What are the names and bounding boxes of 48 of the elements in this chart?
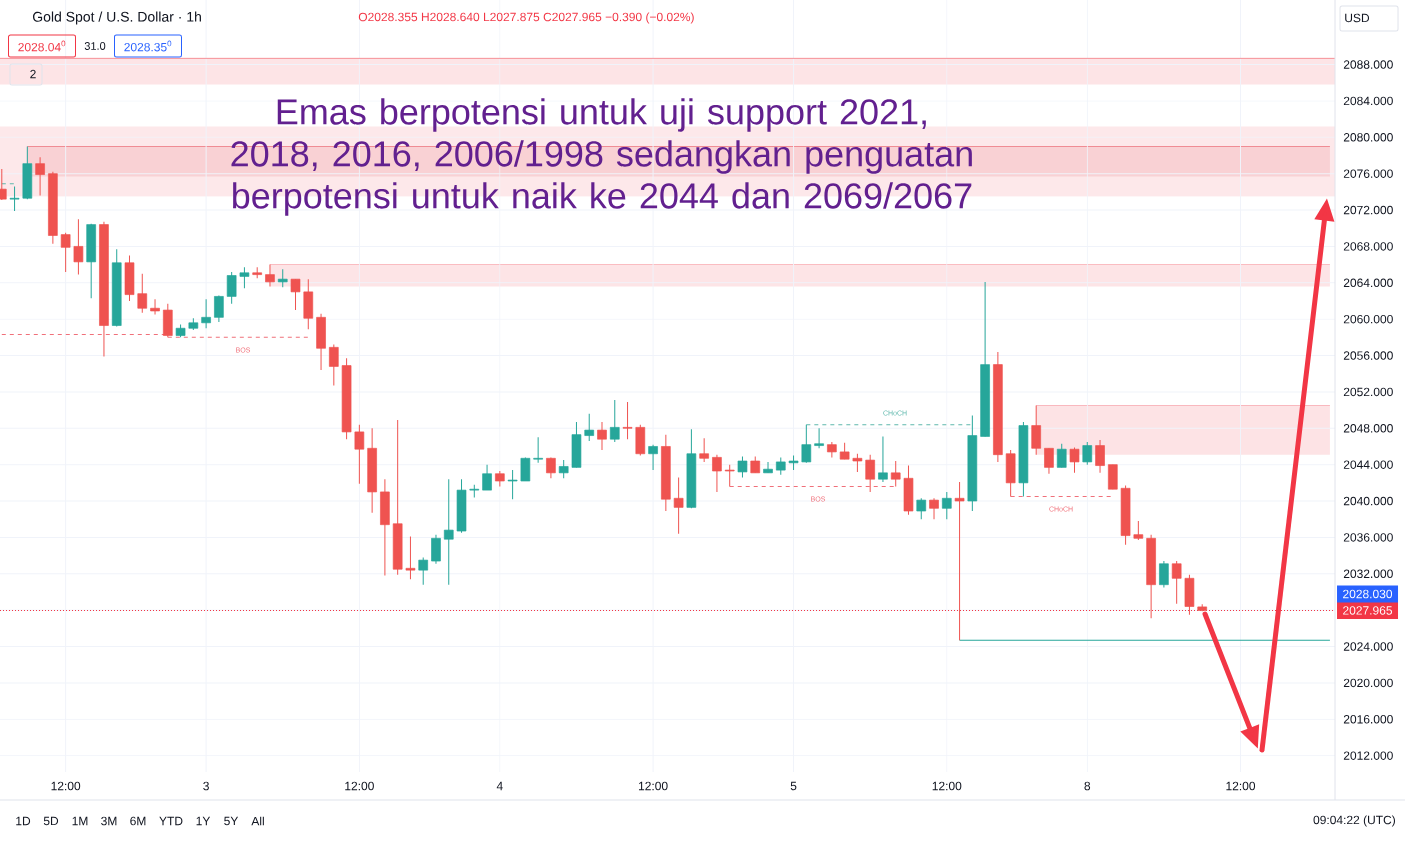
text: 09:04:22 (UTC) xyxy=(1313,815,1395,827)
y-tick-label: 2056.000 xyxy=(1343,351,1393,360)
x-tick-label: 12:00 xyxy=(51,781,81,791)
x-tick-label: 12:00 xyxy=(638,781,668,791)
y-tick-label: 2032.000 xyxy=(1343,569,1393,579)
text: YTD xyxy=(159,816,183,826)
text: USD xyxy=(1345,13,1370,23)
x-tick-label: 12:00 xyxy=(345,781,374,791)
x-tick-label: 8 xyxy=(1084,781,1091,791)
x-tick-label: 5 xyxy=(790,781,797,791)
text: Gold Spot / U.S. Dollar · 1h xyxy=(32,11,201,25)
annotation: 2028.35$^{0}$ xyxy=(124,40,172,52)
text: 6M xyxy=(130,816,146,826)
y-tick-label: 2016.000 xyxy=(1343,715,1393,724)
x-tick-label: 12:00 xyxy=(1226,781,1256,791)
text: 1Y xyxy=(196,816,211,826)
y-tick-label: 2080.000 xyxy=(1343,133,1393,142)
y-tick-label: 2068.000 xyxy=(1343,242,1393,251)
y-tick-label: 2084.000 xyxy=(1343,96,1393,106)
y-tick-label: 2044.000 xyxy=(1343,460,1393,469)
y-tick-label: 2024.000 xyxy=(1343,642,1393,651)
x-tick-label: 12:00 xyxy=(932,781,962,791)
text: All xyxy=(251,816,264,826)
text: 3M xyxy=(101,816,117,826)
y-tick-label: 2048.000 xyxy=(1343,424,1393,433)
y-tick-label: 2020.000 xyxy=(1343,678,1393,688)
y-tick-label: 2052.000 xyxy=(1343,387,1393,397)
y-tick-label: 2036.000 xyxy=(1343,533,1393,542)
annotation: Emas berpotensi untuk uji support 2021, 2018, 2016, 2006/1998 sedangkan penguatan berpotensi untuk naik ke 2044 dan 2069/2067 xyxy=(231,98,972,216)
text: O2028.355 H2028.640 L2027.875 C2027.965 −0.390 (−0.02%) xyxy=(358,12,694,24)
text: 5Y xyxy=(224,816,239,826)
annotation: 2028.04$^{0}$ xyxy=(18,40,66,52)
text: 1D xyxy=(16,816,31,826)
ref-line-label: 2027.965 xyxy=(1343,606,1393,615)
y-tick-label: 2072.000 xyxy=(1343,205,1393,215)
y-tick-label: 2076.000 xyxy=(1343,169,1393,178)
y-tick-label: 2064.000 xyxy=(1343,278,1393,288)
annotation: 2 xyxy=(30,69,36,79)
text: 1M xyxy=(72,816,88,826)
text: 2028.030 xyxy=(1343,589,1393,599)
x-tick-label: 3 xyxy=(203,781,209,791)
y-tick-label: 2040.000 xyxy=(1343,496,1393,506)
y-tick-label: 2012.000 xyxy=(1343,751,1393,760)
x-tick-label: 4 xyxy=(496,781,503,791)
y-tick-label: 2088.000 xyxy=(1343,60,1393,69)
text: 5D xyxy=(43,816,59,826)
y-tick-label: 2060.000 xyxy=(1343,314,1393,324)
annotation: 31.0 xyxy=(84,42,106,50)
